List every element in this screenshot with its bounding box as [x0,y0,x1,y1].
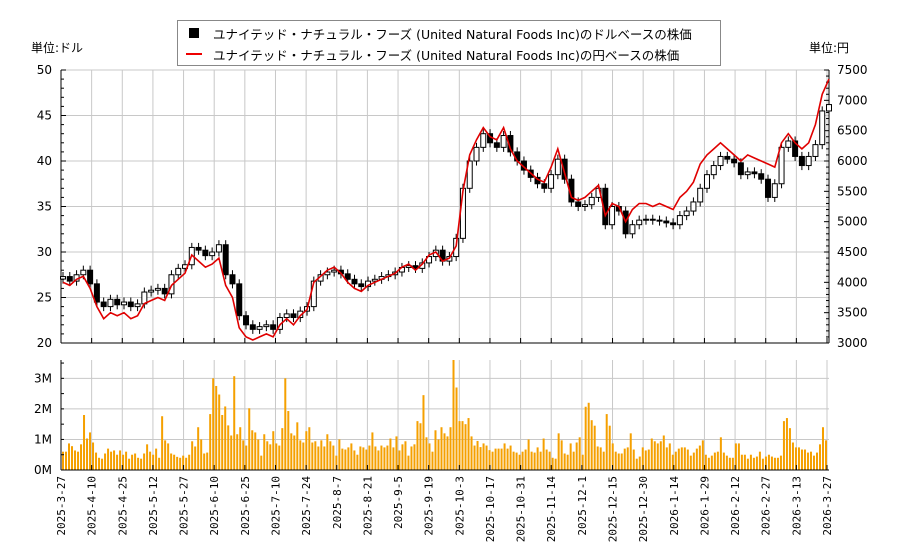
svg-text:7500: 7500 [837,63,868,77]
svg-text:2025-5-27: 2025-5-27 [178,476,191,536]
svg-text:3500: 3500 [837,306,868,320]
svg-text:2025-10-3: 2025-10-3 [453,476,466,536]
black-square-swatch-icon [189,28,199,38]
svg-text:2025-6-10: 2025-6-10 [208,476,221,536]
svg-text:5000: 5000 [837,215,868,229]
svg-text:2026-1-14: 2026-1-14 [668,476,681,536]
svg-text:25: 25 [37,291,52,305]
volume-axes: 0M 1M 2M 3M [34,360,829,477]
usd-candlesticks [60,100,832,334]
svg-text:2M: 2M [34,402,52,416]
svg-text:2026-3-27: 2026-3-27 [821,476,834,536]
legend-item-jpy: ユナイテッド・ナチュラル・フーズ (United Natural Foods I… [186,44,679,64]
svg-text:2025-9-19: 2025-9-19 [423,476,436,536]
left-axis-unit: 単位:ドル [31,41,84,55]
svg-text:2025-9-5: 2025-9-5 [392,476,405,529]
svg-text:2025-6-25: 2025-6-25 [239,476,252,536]
svg-text:2025-7-24: 2025-7-24 [300,476,313,536]
x-axis-date-labels: 2025-3-27 2025-4-10 2025-4-25 2025-5-12 2025… [55,476,834,543]
svg-text:45: 45 [37,109,52,123]
svg-text:35: 35 [37,200,52,214]
red-line-swatch-icon [186,53,202,55]
legend-usd-label: ユナイテッド・ナチュラル・フーズ (United Natural Foods I… [213,26,692,42]
svg-text:2025-4-10: 2025-4-10 [86,476,99,536]
jpy-price-line [62,78,830,341]
svg-text:2025-11-14: 2025-11-14 [545,476,558,543]
price-grid [60,69,829,344]
svg-text:2026-2-27: 2026-2-27 [760,476,773,536]
svg-text:5500: 5500 [837,184,868,198]
svg-text:2026-3-13: 2026-3-13 [790,476,803,536]
right-axis-unit: 単位:円 [809,41,850,55]
chart-legend: ユナイテッド・ナチュラル・フーズ (United Natural Foods I… [177,20,721,66]
svg-text:2025-12-15: 2025-12-15 [607,476,620,542]
svg-text:7000: 7000 [837,93,868,107]
svg-text:2025-8-7: 2025-8-7 [331,476,344,529]
svg-text:2025-8-21: 2025-8-21 [361,476,374,536]
price-axes: 20 25 30 35 40 45 50 3000 3500 4000 4500 5000 5500 60… [37,63,868,350]
svg-text:20: 20 [37,336,52,350]
svg-text:0M: 0M [34,463,52,477]
svg-text:2025-10-31: 2025-10-31 [515,476,528,542]
svg-text:4000: 4000 [837,275,868,289]
svg-text:2025-5-12: 2025-5-12 [147,476,160,536]
svg-text:30: 30 [37,245,52,259]
svg-text:3000: 3000 [837,336,868,350]
svg-text:2025-10-17: 2025-10-17 [484,476,497,542]
svg-text:4500: 4500 [837,245,868,259]
svg-text:40: 40 [37,154,52,168]
volume-bars [62,360,827,470]
svg-text:2026-1-29: 2026-1-29 [698,476,711,536]
svg-text:1M: 1M [34,432,52,446]
legend-item-usd: ユナイテッド・ナチュラル・フーズ (United Natural Foods I… [186,23,692,43]
svg-text:6000: 6000 [837,154,868,168]
svg-text:50: 50 [37,63,52,77]
svg-text:3M: 3M [34,371,52,385]
svg-text:2025-4-25: 2025-4-25 [116,476,129,536]
svg-text:2025-7-10: 2025-7-10 [269,476,282,536]
svg-text:2025-12-1: 2025-12-1 [576,476,589,536]
svg-text:2025-12-30: 2025-12-30 [637,476,650,542]
svg-text:2025-3-27: 2025-3-27 [55,476,68,536]
svg-text:6500: 6500 [837,124,868,138]
svg-text:2026-2-12: 2026-2-12 [729,476,742,536]
legend-jpy-label: ユナイテッド・ナチュラル・フーズ (United Natural Foods I… [213,47,680,63]
